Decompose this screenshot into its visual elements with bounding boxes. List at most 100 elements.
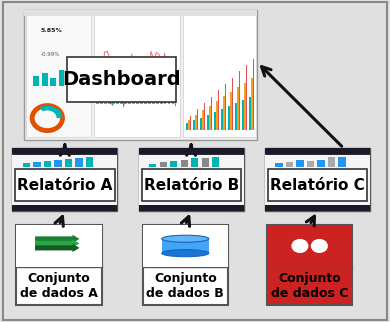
Bar [307,161,314,167]
Circle shape [311,239,328,253]
FancyBboxPatch shape [12,205,117,211]
Bar [168,95,170,104]
Text: -0.99%: -0.99% [40,52,60,57]
Bar [221,109,223,130]
FancyBboxPatch shape [139,148,244,211]
Bar [204,103,206,130]
Bar [33,162,41,167]
FancyBboxPatch shape [268,169,367,201]
Bar [156,89,159,104]
Text: Relatório A: Relatório A [17,177,113,193]
Bar [160,88,163,104]
FancyBboxPatch shape [139,155,244,209]
Bar [148,88,151,104]
Text: Relatório B: Relatório B [144,177,239,193]
Bar [120,98,123,104]
Text: 5.85%: 5.85% [40,28,62,33]
Bar [162,239,209,253]
FancyArrow shape [35,235,80,243]
Bar [216,101,218,130]
Bar [152,89,154,104]
Bar [170,161,177,167]
Bar [140,98,143,104]
Bar [225,84,227,130]
Bar [214,112,216,130]
Bar [136,88,139,104]
FancyBboxPatch shape [139,148,244,154]
FancyBboxPatch shape [16,225,102,267]
Bar [328,157,335,167]
Bar [239,71,240,130]
Bar [50,78,56,86]
Bar [193,120,195,130]
Bar [186,123,188,130]
Bar [86,157,93,167]
FancyArrow shape [35,239,80,248]
FancyBboxPatch shape [142,225,228,305]
FancyBboxPatch shape [12,155,117,209]
Bar [181,160,188,167]
Bar [317,160,325,167]
Bar [286,162,293,167]
FancyBboxPatch shape [267,225,353,267]
Bar [75,158,83,167]
FancyBboxPatch shape [12,148,117,211]
FancyBboxPatch shape [24,10,257,16]
Bar [249,97,251,130]
Bar [164,99,167,104]
Bar [253,59,254,130]
Bar [242,100,244,130]
FancyBboxPatch shape [16,169,115,201]
Bar [244,82,246,130]
FancyBboxPatch shape [12,148,117,154]
Bar [237,87,239,130]
Text: Conjunto
de dados B: Conjunto de dados B [146,272,224,300]
Bar [235,103,237,130]
Bar [42,73,48,86]
Bar [275,163,283,167]
Bar [232,78,233,130]
Bar [246,65,247,130]
Wedge shape [40,106,62,118]
Bar [160,162,167,167]
Text: Dashboard: Dashboard [62,70,181,89]
Bar [104,87,107,104]
FancyArrow shape [35,244,80,252]
Circle shape [291,239,308,253]
Ellipse shape [162,250,209,257]
Text: Conjunto
de dados C: Conjunto de dados C [271,272,348,300]
FancyBboxPatch shape [139,205,244,211]
Ellipse shape [162,235,209,242]
FancyBboxPatch shape [24,10,257,140]
Bar [202,110,204,130]
FancyBboxPatch shape [67,57,176,102]
FancyBboxPatch shape [142,169,241,201]
Bar [188,119,190,130]
Bar [197,109,199,130]
Bar [339,157,346,167]
Bar [128,99,131,104]
Bar [172,99,174,104]
Bar [96,94,99,104]
FancyBboxPatch shape [265,155,370,209]
Bar [195,115,197,130]
FancyBboxPatch shape [26,12,91,137]
Bar [23,163,30,167]
Bar [200,118,202,130]
Bar [67,74,73,86]
FancyBboxPatch shape [183,12,256,137]
FancyBboxPatch shape [94,12,180,137]
Bar [223,96,225,130]
Bar [112,96,115,104]
FancyBboxPatch shape [265,148,370,154]
Bar [191,158,199,167]
FancyBboxPatch shape [265,205,370,211]
Bar [230,92,232,130]
FancyBboxPatch shape [16,225,102,305]
Bar [116,92,119,104]
Bar [124,88,127,104]
Bar [144,100,147,104]
Bar [100,96,103,104]
Bar [190,116,191,130]
Bar [296,160,304,167]
